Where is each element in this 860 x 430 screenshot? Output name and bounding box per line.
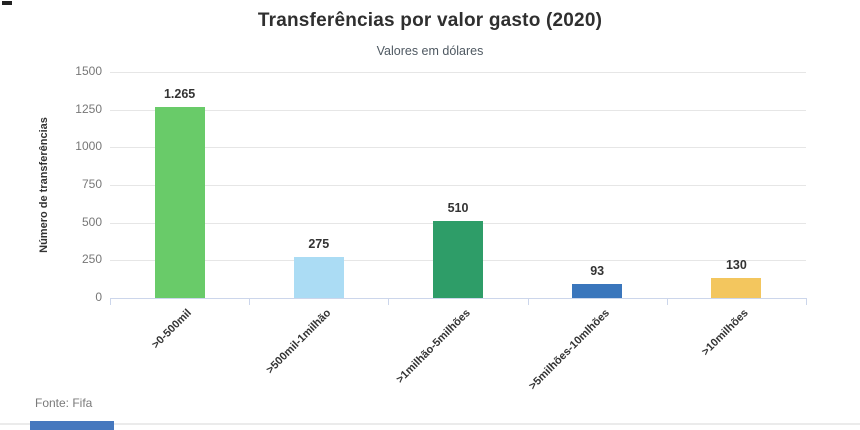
- x-axis-tick: [666, 298, 668, 305]
- chart-subtitle: Valores em dólares: [376, 44, 484, 58]
- bar-5[interactable]: [711, 278, 762, 298]
- bar-value-label: 93: [590, 263, 605, 278]
- x-axis-tick: [249, 298, 251, 305]
- y-axis-tick-label: 1500: [75, 64, 102, 78]
- x-category-label: >5milhões-10mlhões: [526, 307, 612, 393]
- bar-value-label: 275: [308, 236, 330, 251]
- y-axis-tick-label: 750: [81, 177, 102, 191]
- bottom-divider: [0, 423, 860, 425]
- gridline: [110, 185, 806, 186]
- y-axis-tick-label: 250: [81, 252, 102, 267]
- gridline: [110, 72, 806, 73]
- x-axis-tick: [527, 298, 529, 305]
- x-axis-tick: [388, 298, 390, 305]
- cropped-ui-fragment: [2, 1, 12, 5]
- x-axis-tick: [806, 298, 807, 305]
- bar-4[interactable]: [572, 283, 623, 298]
- y-axis-tick-label: 0: [95, 290, 102, 304]
- x-category-label: >500mil-1milhão: [264, 307, 334, 377]
- x-category-label: >0-500mil: [149, 307, 195, 352]
- x-category-label: >10milhões: [699, 307, 751, 359]
- x-axis-tick: [110, 298, 111, 305]
- bar-value-label: 1.265: [163, 87, 196, 102]
- bar-3[interactable]: [433, 221, 483, 298]
- bar-value-label: 130: [725, 258, 747, 273]
- y-axis-tick-label: 1250: [75, 101, 102, 116]
- gridline: [110, 109, 806, 111]
- x-axis-line: [110, 298, 806, 299]
- bar-2[interactable]: [293, 256, 344, 298]
- chart-title: Transferências por valor gasto (2020): [257, 10, 603, 31]
- source-credit: Fonte: Fifa: [35, 396, 93, 410]
- bottom-blue-bar: [30, 421, 114, 430]
- bar-value-label: 510: [447, 201, 469, 216]
- gridline: [110, 147, 806, 149]
- y-axis-tick-label: 1000: [75, 139, 102, 154]
- x-category-label: >1milhão-5milhões: [393, 307, 473, 386]
- y-axis-tick-label: 500: [81, 214, 102, 229]
- bar-1[interactable]: [154, 107, 205, 298]
